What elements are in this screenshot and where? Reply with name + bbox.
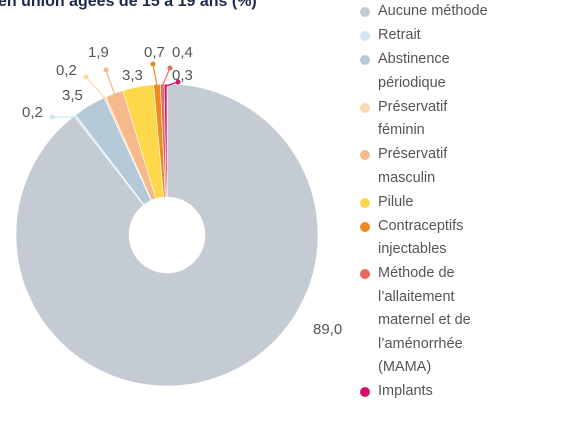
legend-label: Retrait <box>378 27 421 43</box>
legend-item: Implants <box>358 380 488 404</box>
leader-dot <box>167 65 173 71</box>
legend-item: Préservatif féminin <box>358 96 488 143</box>
legend-label: Pilule <box>378 193 414 210</box>
slice <box>163 83 168 198</box>
data-label: 0,4 <box>172 44 193 61</box>
legend-label: Abstinence périodique <box>378 51 450 91</box>
legend-swatch <box>360 269 370 279</box>
leader-line <box>85 76 107 100</box>
leader-line <box>105 69 116 96</box>
legend-swatch <box>360 102 370 113</box>
legend-item: Abstinence périodique <box>358 48 488 95</box>
legend-swatch <box>360 197 370 208</box>
legend-label: Méthode de l’allaitement maternel et de … <box>378 265 471 375</box>
chart-title: en union âgées de 15 à 19 ans (%) <box>0 0 257 10</box>
legend-item: Méthode de l’allaitement maternel et de … <box>358 262 488 380</box>
legend-swatch <box>360 150 370 160</box>
leader-dot <box>83 74 89 80</box>
leader-dot <box>89 109 95 115</box>
legend-label: Aucune méthode <box>378 3 488 19</box>
legend-swatch <box>360 221 370 232</box>
legend-swatch <box>360 387 370 397</box>
leader-dot <box>150 61 156 67</box>
data-label: 1,9 <box>88 44 109 61</box>
legend-item: Pilule <box>358 191 488 215</box>
legend-item: Retrait <box>358 24 488 48</box>
leader-dot <box>49 114 55 120</box>
legend-label: Préservatif féminin <box>378 98 448 139</box>
data-label: 0,7 <box>144 44 165 61</box>
legend-label: Contraceptifs injectables <box>378 217 464 258</box>
legend-label: Implants <box>378 383 433 399</box>
leader-dot <box>103 67 109 73</box>
slice <box>15 83 319 387</box>
legend-item: Aucune méthode <box>358 0 488 24</box>
data-label: 3,3 <box>122 67 143 84</box>
data-label: 3,5 <box>62 87 83 104</box>
leader-line <box>152 63 158 87</box>
legend-item: Préservatif masculin <box>358 143 488 190</box>
legend-swatch <box>360 7 370 17</box>
data-label: 89,0 <box>313 321 342 338</box>
legend-swatch <box>360 31 370 41</box>
legend-label: Préservatif masculin <box>378 146 448 186</box>
legend-swatch <box>360 55 370 65</box>
leader-line <box>161 67 171 87</box>
data-label: 0,2 <box>56 62 77 79</box>
data-label: 0,2 <box>22 104 43 121</box>
legend-item: Contraceptifs injectables <box>358 215 488 262</box>
data-label: 0,3 <box>172 67 193 84</box>
legend: Aucune méthode Retrait Abstinence périodiq… <box>358 0 488 404</box>
leader-dot <box>175 79 181 85</box>
